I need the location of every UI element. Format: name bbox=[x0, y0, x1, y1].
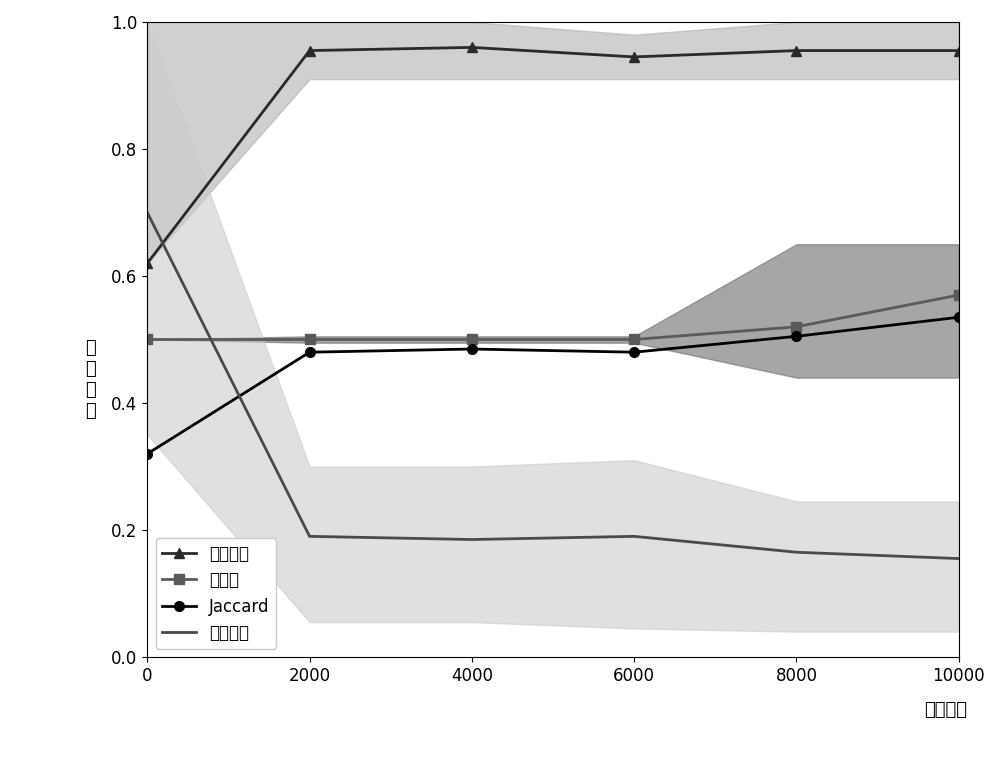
Legend: 像素精度, 召回率, Jaccard, 损失函数: 像素精度, 召回率, Jaccard, 损失函数 bbox=[156, 538, 276, 648]
X-axis label: 迭代次数: 迭代次数 bbox=[924, 701, 967, 719]
Y-axis label: 度
量
标
准: 度 量 标 准 bbox=[85, 340, 96, 420]
